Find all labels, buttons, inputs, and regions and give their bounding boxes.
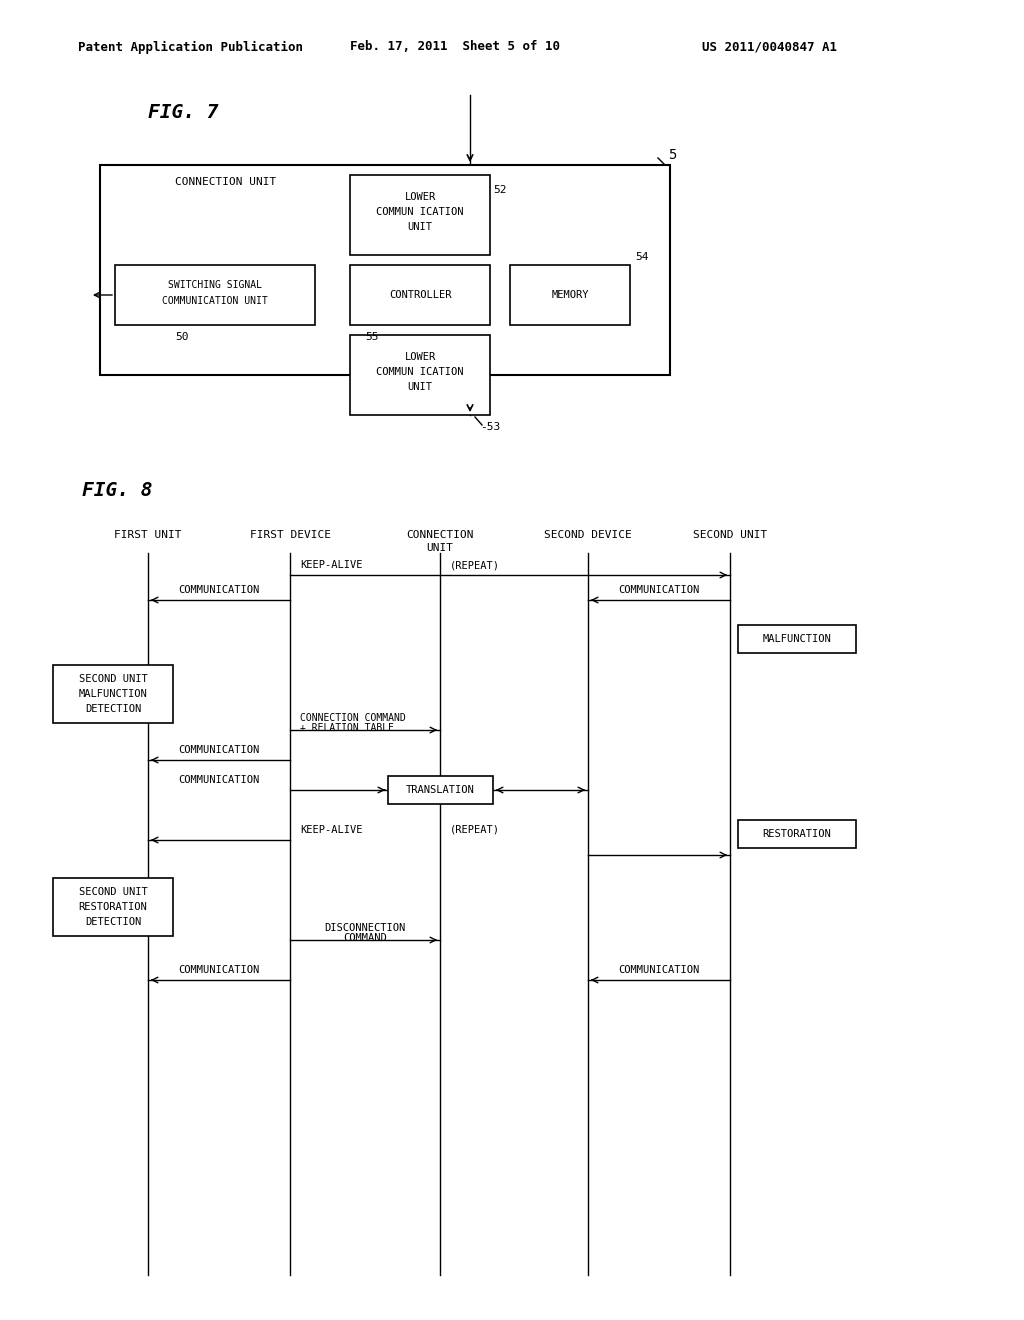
Text: US 2011/0040847 A1: US 2011/0040847 A1 (702, 41, 838, 54)
Text: UNIT: UNIT (408, 222, 432, 232)
Text: COMMUN ICATION: COMMUN ICATION (376, 207, 464, 216)
Text: COMMUNICATION: COMMUNICATION (178, 775, 260, 785)
Bar (350, 265, 490, 325)
Bar (510, 265, 630, 325)
Text: Patent Application Publication: Patent Application Publication (78, 41, 302, 54)
Text: TRANSLATION: TRANSLATION (406, 785, 474, 795)
Text: KEEP-ALIVE: KEEP-ALIVE (300, 825, 362, 836)
Text: COMMUNICATION: COMMUNICATION (618, 585, 699, 595)
Text: FIG. 8: FIG. 8 (82, 480, 153, 499)
Text: SECOND UNIT: SECOND UNIT (693, 531, 767, 540)
Text: -53: -53 (480, 422, 501, 432)
Text: DISCONNECTION: DISCONNECTION (325, 923, 406, 933)
Bar (53, 665, 173, 723)
Text: MALFUNCTION: MALFUNCTION (79, 689, 147, 700)
Text: RESTORATION: RESTORATION (79, 902, 147, 912)
Text: 5: 5 (668, 148, 677, 162)
Bar (115, 265, 315, 325)
Text: DETECTION: DETECTION (85, 917, 141, 927)
Text: COMMUNICATION: COMMUNICATION (618, 965, 699, 975)
Bar (350, 176, 490, 255)
Text: SWITCHING SIGNAL: SWITCHING SIGNAL (168, 280, 262, 290)
Bar (350, 335, 490, 414)
Text: COMMUNICATION: COMMUNICATION (178, 585, 260, 595)
Text: + RELATION TABLE: + RELATION TABLE (300, 723, 394, 733)
Bar (100, 165, 670, 375)
Text: KEEP-ALIVE: KEEP-ALIVE (300, 560, 362, 570)
Bar (388, 776, 493, 804)
Text: UNIT: UNIT (408, 381, 432, 392)
Text: 50: 50 (175, 333, 188, 342)
Text: CONNECTION UNIT: CONNECTION UNIT (175, 177, 276, 187)
Text: CONNECTION COMMAND: CONNECTION COMMAND (300, 713, 406, 723)
Text: 52: 52 (493, 185, 507, 195)
Text: COMMUNICATION: COMMUNICATION (178, 965, 260, 975)
Text: UNIT: UNIT (427, 543, 454, 553)
Text: COMMUNICATION: COMMUNICATION (178, 744, 260, 755)
Text: MEMORY: MEMORY (551, 290, 589, 300)
Text: (REPEAT): (REPEAT) (450, 825, 500, 836)
Text: FIRST DEVICE: FIRST DEVICE (250, 531, 331, 540)
Text: CONNECTION: CONNECTION (407, 531, 474, 540)
Text: LOWER: LOWER (404, 191, 435, 202)
Text: SECOND UNIT: SECOND UNIT (79, 675, 147, 684)
Text: COMMUNICATION UNIT: COMMUNICATION UNIT (162, 296, 268, 306)
Text: SECOND UNIT: SECOND UNIT (79, 887, 147, 898)
Text: 55: 55 (365, 333, 379, 342)
Bar (738, 820, 856, 847)
Bar (53, 878, 173, 936)
Text: RESTORATION: RESTORATION (763, 829, 831, 840)
Text: CONTROLLER: CONTROLLER (389, 290, 452, 300)
Text: LOWER: LOWER (404, 352, 435, 362)
Text: FIG. 7: FIG. 7 (148, 103, 218, 121)
Text: 54: 54 (635, 252, 648, 261)
Text: SECOND DEVICE: SECOND DEVICE (544, 531, 632, 540)
Text: Feb. 17, 2011  Sheet 5 of 10: Feb. 17, 2011 Sheet 5 of 10 (350, 41, 560, 54)
Text: (REPEAT): (REPEAT) (450, 560, 500, 570)
Text: DETECTION: DETECTION (85, 704, 141, 714)
Text: COMMAND: COMMAND (343, 933, 387, 942)
Text: MALFUNCTION: MALFUNCTION (763, 634, 831, 644)
Bar (738, 624, 856, 653)
Text: COMMUN ICATION: COMMUN ICATION (376, 367, 464, 378)
Text: FIRST UNIT: FIRST UNIT (115, 531, 181, 540)
